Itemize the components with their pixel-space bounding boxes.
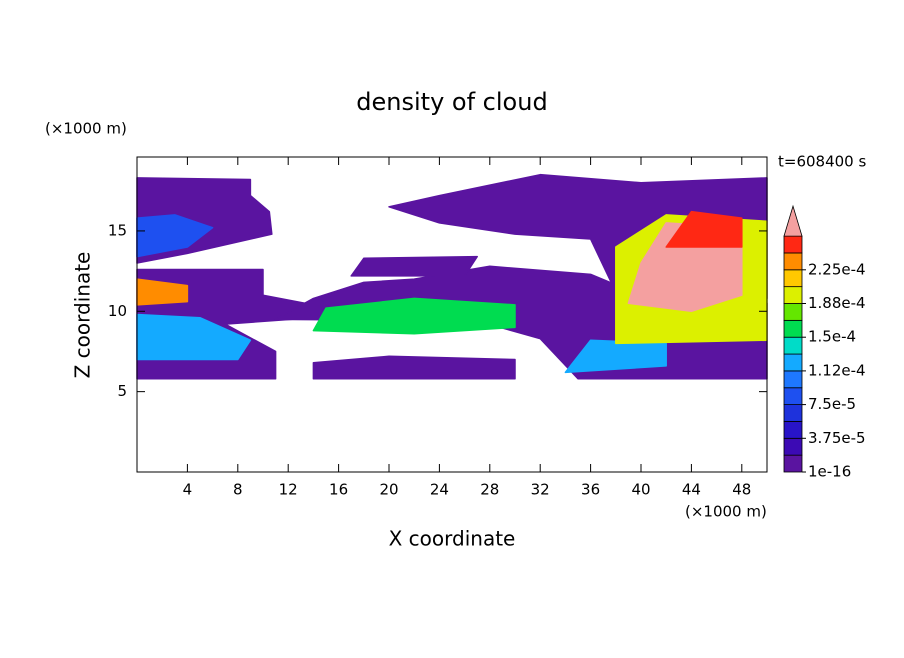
colorbar-band — [783, 421, 803, 439]
colorbar-band — [783, 336, 803, 355]
colorbar-band — [783, 235, 803, 254]
colorbar-arrow — [783, 204, 803, 237]
x-tick-label: 28 — [480, 481, 499, 499]
x-axis-label: X coordinate — [389, 527, 516, 551]
colorbar-band — [783, 404, 803, 422]
x-tick-label: 20 — [379, 481, 398, 499]
colorbar-label: 2.25e-4 — [808, 260, 866, 278]
chart-title: density of cloud — [356, 88, 547, 116]
contour-region — [312, 355, 516, 380]
y-unit: (×1000 m) — [45, 120, 127, 138]
x-tick-label: 8 — [233, 481, 243, 499]
colorbar-label: 7.5e-5 — [808, 395, 856, 413]
colorbar-band — [783, 353, 803, 372]
x-tick-label: 48 — [732, 481, 751, 499]
colorbar-band — [783, 252, 803, 271]
colorbar-band — [783, 319, 803, 338]
colorbar-band — [783, 454, 803, 473]
colorbar-label: 1.5e-4 — [808, 328, 856, 346]
colorbar-label: 1.12e-4 — [808, 361, 866, 379]
x-tick-label: 36 — [581, 481, 600, 499]
x-tick-label: 32 — [531, 481, 550, 499]
y-tick-label: 15 — [108, 221, 127, 239]
colorbar-label: 1e-16 — [808, 463, 851, 481]
colorbar-band — [783, 370, 803, 389]
y-tick-label: 5 — [117, 382, 127, 400]
colorbar-band — [783, 437, 803, 456]
colorbar-band — [783, 286, 803, 304]
x-tick-label: 44 — [682, 481, 701, 499]
colorbar-band — [783, 269, 803, 288]
x-unit: (×1000 m) — [685, 503, 767, 521]
y-tick-label: 10 — [108, 302, 127, 320]
time-label: t=608400 s — [778, 153, 866, 171]
colorbar-label: 3.75e-5 — [808, 429, 866, 447]
colorbar-band — [783, 303, 803, 321]
plot-frame — [136, 156, 768, 473]
colorbar-band — [783, 387, 803, 406]
x-tick-label: 4 — [183, 481, 193, 499]
x-tick-label: 40 — [631, 481, 650, 499]
colorbar-label: 1.88e-4 — [808, 294, 866, 312]
x-tick-label: 24 — [430, 481, 449, 499]
x-tick-label: 12 — [279, 481, 298, 499]
contour-region — [564, 339, 667, 374]
y-axis-label: Z coordinate — [71, 252, 95, 379]
contour-region — [350, 255, 478, 277]
x-tick-label: 16 — [329, 481, 348, 499]
contour-region — [312, 297, 516, 335]
contour-region — [665, 210, 743, 248]
